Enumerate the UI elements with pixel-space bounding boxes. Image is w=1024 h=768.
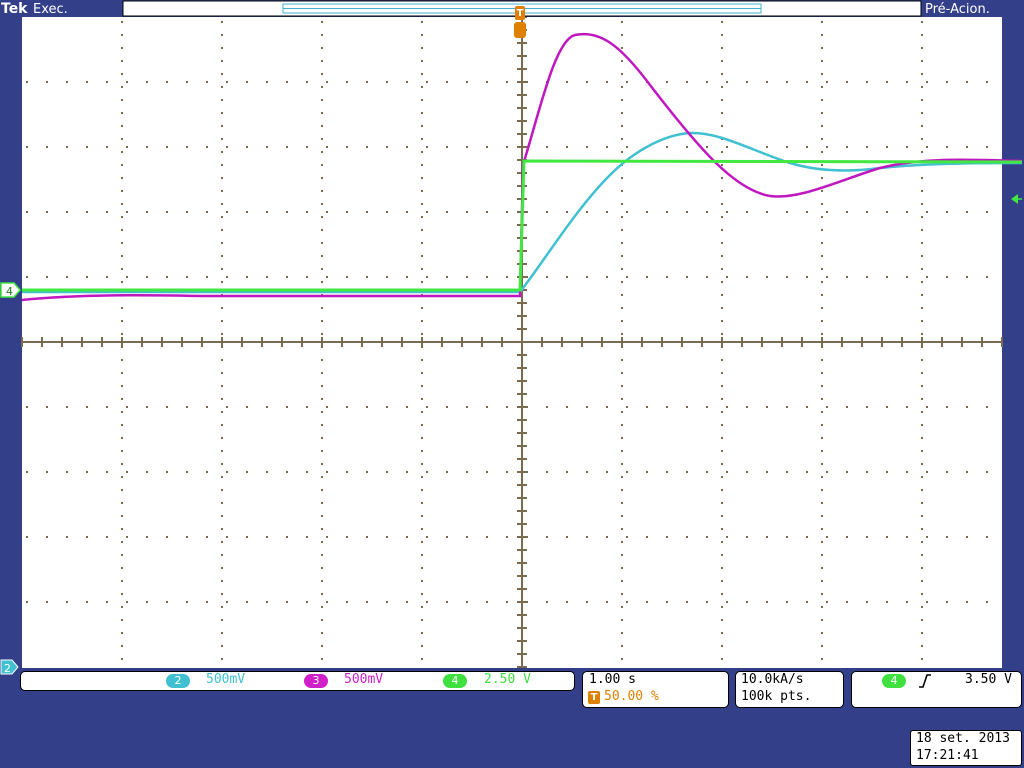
ch2-indicator[interactable]: 2 [166,674,190,688]
record-length: 100k pts. [741,689,812,704]
sample-rate: 10.0kA/s [741,672,804,687]
trigger-position-icon: T [588,691,600,704]
date-label: 18 set. 2013 [916,731,1010,746]
ch2-scale[interactable]: 500mV [206,672,246,687]
timebase-scale[interactable]: 1.00 s [589,672,636,687]
trigger-panel[interactable] [851,671,1022,708]
ch2-waveform [22,131,1023,294]
time-label: 17:21:41 [916,748,979,763]
datetime-panel [910,730,1022,766]
timebase-panel[interactable] [582,671,729,708]
brand-logo: Tek [1,1,28,17]
ch4-indicator[interactable]: 4 [443,674,467,688]
svg-text:T: T [517,8,524,19]
trigger-state-label: Pré-Acion. [925,2,990,17]
ch2-ground-marker[interactable]: 2 [0,659,19,675]
trigger-position-marker[interactable]: T [514,6,526,38]
graticule [21,16,1003,668]
ch3-waveform [21,32,1023,302]
svg-text:4: 4 [6,285,13,298]
trigger-position-value[interactable]: 50.00 % [604,689,659,704]
trigger-level[interactable]: 3.50 V [965,672,1012,687]
svg-text:2: 2 [4,662,11,675]
ch4-ground-marker[interactable]: 4 [0,282,21,298]
ch3-indicator[interactable]: 3 [304,674,328,688]
channel-readout-panel [20,671,575,691]
run-state-label: Exec. [33,2,68,17]
ch3-scale[interactable]: 500mV [344,672,384,687]
trigger-source-indicator[interactable]: 4 [882,674,906,688]
acquisition-panel[interactable] [735,671,844,708]
ch4-scale[interactable]: 2.50 V [484,672,531,687]
ch4-waveform [22,159,1023,292]
trigger-level-marker[interactable] [1011,194,1022,204]
rising-edge-icon [919,674,931,688]
